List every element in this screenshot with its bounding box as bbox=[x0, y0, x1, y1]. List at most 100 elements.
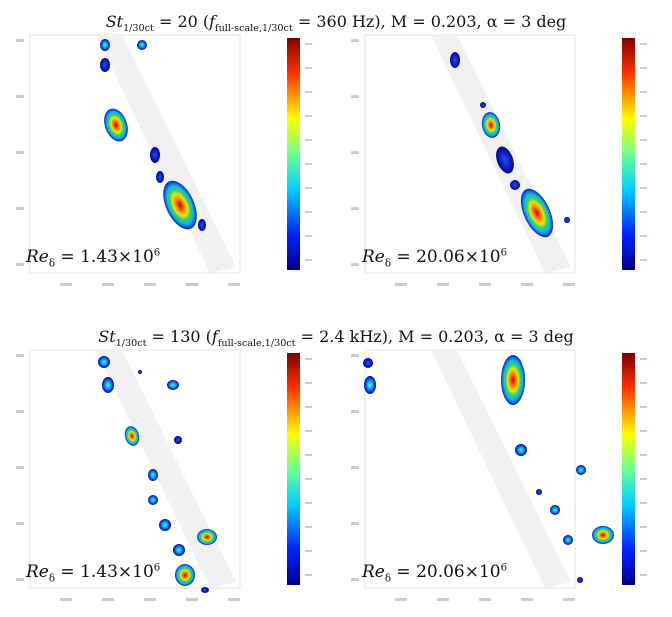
colorbar-tick-text bbox=[305, 358, 312, 360]
source-blob bbox=[163, 180, 197, 230]
colorbar-tick-text bbox=[305, 382, 312, 384]
axis-tick-text bbox=[351, 466, 359, 469]
axis-tick-text bbox=[60, 283, 72, 286]
source-blob bbox=[173, 544, 185, 556]
colorbar-tick-text bbox=[640, 550, 647, 552]
text-part: = 360 Hz), M = 0.203, α = 3 deg bbox=[292, 12, 567, 31]
axis-tick-text bbox=[228, 598, 240, 601]
axis-tick-text bbox=[16, 466, 24, 469]
section-title: St1/30ct = 20 (ffull-scale,1/30ct = 360 … bbox=[0, 12, 672, 34]
text-part: 1/30ct bbox=[115, 338, 147, 350]
axis-tick-text bbox=[351, 95, 359, 98]
axis-tick-text bbox=[351, 410, 359, 413]
axis-tick-text bbox=[16, 151, 24, 154]
source-blob bbox=[564, 217, 570, 223]
text-part: St bbox=[98, 327, 116, 346]
colorbar-tick-text bbox=[305, 454, 312, 456]
colorbar-tick-text bbox=[640, 163, 647, 165]
panel-label: Reδ = 20.06×106 bbox=[362, 247, 507, 269]
colorbar bbox=[287, 353, 300, 585]
axis-tick-text bbox=[351, 151, 359, 154]
text-part: 6 bbox=[500, 247, 508, 259]
source-blob bbox=[363, 358, 373, 368]
axis-tick-text bbox=[16, 410, 24, 413]
colorbar-tick-text bbox=[305, 43, 312, 45]
source-blob bbox=[167, 380, 179, 390]
axis-tick-text bbox=[186, 283, 198, 286]
axis-tick-text bbox=[16, 95, 24, 98]
text-part: 6 bbox=[153, 562, 161, 574]
text-part: Re bbox=[362, 562, 385, 582]
text-part: Re bbox=[26, 247, 49, 267]
source-blob bbox=[175, 564, 195, 586]
colorbar-tick-text bbox=[305, 115, 312, 117]
colorbar-tick-text bbox=[305, 430, 312, 432]
colorbar-tick-text bbox=[640, 211, 647, 213]
source-blob bbox=[150, 147, 160, 163]
source-blob bbox=[577, 577, 583, 583]
text-part: Re bbox=[26, 562, 49, 582]
colorbar-tick-text bbox=[305, 211, 312, 213]
source-blob bbox=[201, 587, 209, 593]
source-blob bbox=[592, 526, 614, 544]
colorbar-tick-text bbox=[640, 502, 647, 504]
colorbar-tick-text bbox=[305, 91, 312, 93]
text-part: = 20.06×10 bbox=[391, 562, 501, 582]
colorbar-tick-text bbox=[640, 139, 647, 141]
text-part: St bbox=[105, 12, 124, 31]
text-part: Re bbox=[362, 247, 385, 267]
colorbar-tick-text bbox=[640, 235, 647, 237]
axis-tick-text bbox=[563, 598, 575, 601]
plot-frame bbox=[29, 34, 241, 274]
source-blob bbox=[450, 52, 460, 68]
axis-tick-text bbox=[16, 39, 24, 42]
axis-tick-text bbox=[351, 522, 359, 525]
wing-strip bbox=[96, 35, 236, 273]
colorbar-tick-text bbox=[305, 187, 312, 189]
axis-tick-text bbox=[479, 598, 491, 601]
axis-tick-text bbox=[437, 598, 449, 601]
axis-tick-text bbox=[16, 522, 24, 525]
source-blob bbox=[515, 444, 527, 456]
source-blob bbox=[480, 102, 486, 108]
source-blob bbox=[481, 112, 501, 138]
axis-tick-text bbox=[351, 39, 359, 42]
source-blob bbox=[137, 40, 147, 50]
source-blob bbox=[198, 219, 206, 231]
colorbar-tick-text bbox=[640, 187, 647, 189]
axis-tick-text bbox=[521, 598, 533, 601]
text-part: δ bbox=[48, 573, 56, 585]
plot-frame bbox=[364, 34, 576, 274]
axis-tick-text bbox=[16, 578, 24, 581]
axis-tick-text bbox=[228, 283, 240, 286]
text-part: = 2.4 kHz), M = 0.203, α = 3 deg bbox=[295, 327, 574, 346]
source-blob bbox=[98, 356, 110, 368]
axis-tick-text bbox=[144, 598, 156, 601]
text-part: full-scale,1/30ct bbox=[217, 338, 296, 350]
axis-tick-text bbox=[144, 283, 156, 286]
axis-tick-text bbox=[479, 283, 491, 286]
axis-tick-text bbox=[395, 283, 407, 286]
source-blob bbox=[536, 489, 542, 495]
colorbar-tick-text bbox=[640, 91, 647, 93]
axis-tick-text bbox=[351, 207, 359, 210]
text-part: 6 bbox=[500, 562, 508, 574]
text-part: δ bbox=[384, 573, 392, 585]
source-blob bbox=[520, 188, 554, 238]
source-blob bbox=[510, 180, 520, 190]
section-title: St1/30ct = 130 (ffull-scale,1/30ct = 2.4… bbox=[0, 327, 672, 349]
colorbar-tick-text bbox=[640, 406, 647, 408]
colorbar-tick-text bbox=[305, 235, 312, 237]
text-part: 6 bbox=[153, 247, 161, 259]
text-part: = 130 ( bbox=[146, 327, 212, 346]
axis-tick-text bbox=[351, 354, 359, 357]
axis-tick-text bbox=[351, 263, 359, 266]
colorbar-tick-text bbox=[305, 163, 312, 165]
colorbar-tick-text bbox=[305, 139, 312, 141]
source-blob bbox=[496, 146, 514, 174]
text-part: δ bbox=[48, 258, 56, 270]
axis-tick-text bbox=[102, 598, 114, 601]
colorbar-tick-text bbox=[305, 502, 312, 504]
colorbar-tick-text bbox=[640, 43, 647, 45]
axis-tick-text bbox=[437, 283, 449, 286]
